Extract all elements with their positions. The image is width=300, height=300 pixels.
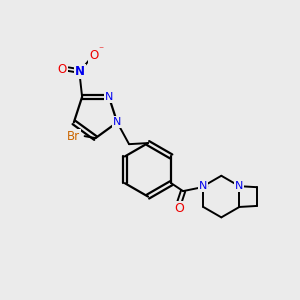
Text: N: N xyxy=(75,64,85,78)
Text: O: O xyxy=(174,202,184,215)
Text: Br: Br xyxy=(67,130,80,142)
Text: ⁻: ⁻ xyxy=(98,45,104,55)
Text: N: N xyxy=(235,181,244,191)
Text: N: N xyxy=(105,92,113,102)
Text: N: N xyxy=(199,181,208,191)
Text: O: O xyxy=(89,49,99,62)
Text: O: O xyxy=(58,63,67,76)
Text: N: N xyxy=(113,117,122,128)
